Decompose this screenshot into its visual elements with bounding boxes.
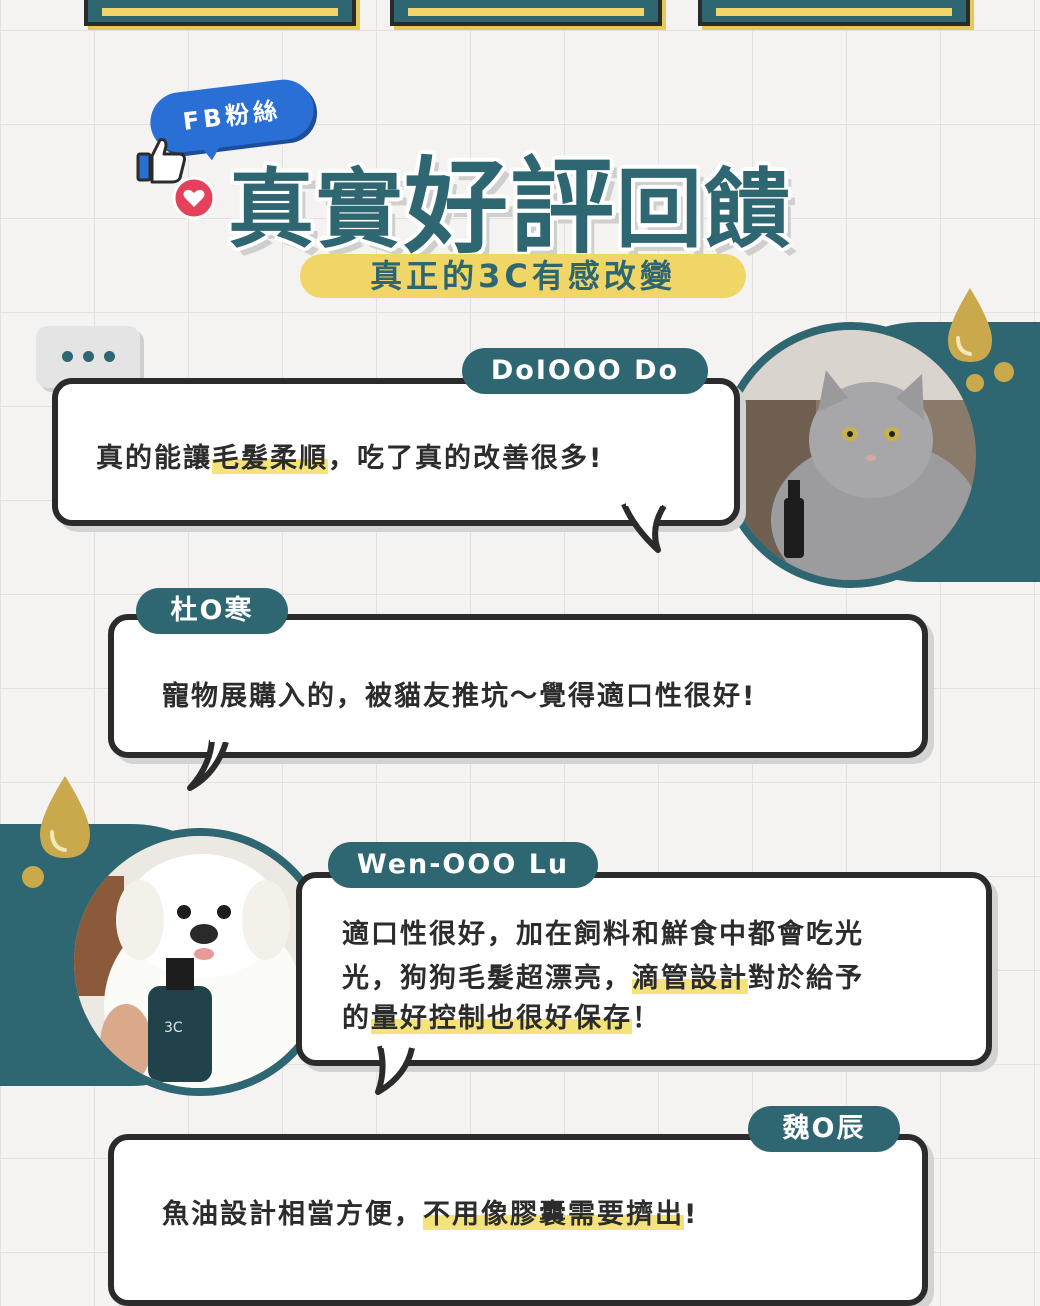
review-2-text: 寵物展購入的，被貓友推坑～覺得適口性很好! [162,681,757,712]
title-part-1: 真實 [228,160,404,260]
review-3-highlight-2: 量好控制也很好保存 [371,1003,632,1034]
top-deco-box-3 [698,0,970,26]
typing-dot [83,351,94,362]
reviewer-1-name: DoIOOO Do [462,348,708,394]
dog-image: 3C [74,836,326,1088]
title-part-2: 好評 [404,146,617,268]
review-3-line-2-before: 光，狗狗毛髮超漂亮， [342,963,632,994]
typing-dot [104,351,115,362]
review-4-text-before: 魚油設計相當方便， [162,1199,423,1230]
review-3-line-2: 光，狗狗毛髮超漂亮，滴管設計對於給予 [342,956,864,995]
reviewer-2-name: 杜O寒 [136,588,288,634]
typing-bubble [36,326,140,388]
review-card-1: 真的能讓毛髮柔順，吃了真的改善很多! [52,378,740,526]
svg-text:3C: 3C [164,1020,183,1036]
review-1-tail [621,500,667,553]
subtitle: 真正的3C有感改變 [370,257,676,295]
reviewer-3-name: Wen-OOO Lu [328,842,598,888]
review-3-line-2-after: 對於給予 [748,963,864,994]
review-2-tail [187,736,230,791]
section-title: 真實好評回饋 [228,118,792,269]
review-3-line-3: 的量好控制也很好保存！ [342,996,661,1035]
cat-photo [718,322,984,588]
top-deco-box-1 [84,0,356,26]
review-4-text: 魚油設計相當方便，不用像膠囊需要擠出! [162,1192,698,1231]
review-1-text-before: 真的能讓 [96,443,212,474]
oil-dot [22,866,44,888]
review-3-highlight-1: 滴管設計 [632,963,748,994]
reviewer-4-name: 魏O辰 [748,1106,900,1152]
oil-dot [994,362,1014,382]
top-deco-box-2 [390,0,662,26]
cat-image [726,330,976,580]
review-3-line-3-after: ！ [632,1003,661,1034]
heart-icon [172,176,216,220]
review-card-3: 適口性很好，加在飼料和鮮食中都會吃光 光，狗狗毛髮超漂亮，滴管設計對於給予 的量… [296,872,992,1066]
oil-drop-icon [948,288,992,362]
review-card-4: 魚油設計相當方便，不用像膠囊需要擠出! [108,1134,928,1306]
review-1-text-after: ，吃了真的改善很多! [328,443,604,474]
review-3-line-3-before: 的 [342,1003,371,1034]
review-card-2: 寵物展購入的，被貓友推坑～覺得適口性很好! [108,614,928,758]
review-4-highlight: 不用像膠囊需要擠出 [423,1199,684,1230]
review-1-text: 真的能讓毛髮柔順，吃了真的改善很多! [96,436,603,475]
review-3-line-1: 適口性很好，加在飼料和鮮食中都會吃光 [342,919,864,950]
subtitle-highlight [300,254,746,298]
typing-dot [62,351,73,362]
review-4-text-after: ! [684,1199,699,1230]
title-part-3: 回饋 [616,160,793,260]
review-1-highlight: 毛髮柔順 [212,443,328,474]
review-3-tail [375,1042,415,1095]
fb-badge-tail [196,135,230,163]
oil-drop-icon [40,776,90,858]
dog-photo: 3C [66,828,334,1096]
thumbs-up-icon [136,138,186,184]
oil-dot [966,374,984,392]
